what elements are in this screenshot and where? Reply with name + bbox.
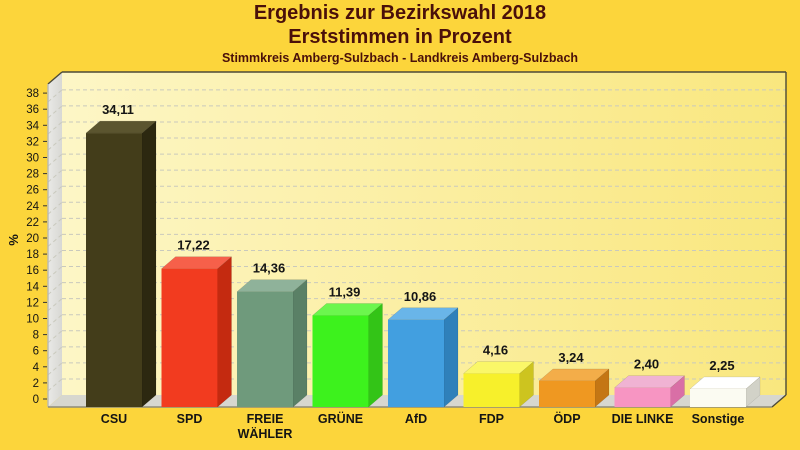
gridline-wall [47,153,63,167]
bar-front-face [539,380,595,407]
bar-dp: 3,24 ÖDP [538,350,610,426]
y-axis-tick-label: 10 [26,314,39,326]
y-axis-tick-label: 28 [26,169,39,181]
gridline-wall [47,330,63,344]
y-axis-tick-label: 30 [26,153,39,165]
x-axis-label-fdp: FDP [479,412,504,426]
bar-front-face [388,319,444,407]
y-axis-tick-label: 16 [26,265,39,277]
bar-side-face [292,279,308,408]
plot-left-wall [48,72,62,407]
y-axis-tick-label: 34 [26,120,39,132]
y-axis-tick-label: 14 [26,281,39,293]
bar-front-face [690,388,746,407]
x-axis-label-freie-w-hler: WÄHLER [238,426,293,441]
bar-value-label: 17,22 [177,238,210,253]
bar-value-label: 3,24 [558,350,584,365]
gridline-wall [47,89,63,103]
gridline-wall [47,378,63,392]
gridline-wall [47,201,63,215]
gridline-wall [47,298,63,312]
y-axis-tick-label: 26 [26,185,39,197]
bar-sonstige: 2,25 Sonstige [689,358,761,426]
bar-side-face [368,302,383,408]
gridline-wall [47,346,63,360]
bar-side-face [443,307,459,408]
chart-subtitle: Stimmkreis Amberg-Sulzbach - Landkreis A… [221,51,579,65]
bar-value-label: 34,11 [102,102,134,117]
bar-value-label: 10,86 [404,289,437,304]
gridline-wall [47,137,63,151]
y-axis-tick-label: 0 [33,394,39,406]
gridline-wall [47,282,63,295]
bar-spd: 17,22 SPD [160,238,233,426]
gridline-wall [47,185,63,199]
x-axis-label-csu: CSU [101,412,127,426]
bar-fdp: 4,16 FDP [462,343,535,426]
y-axis-tick-label: 38 [26,88,39,100]
bar-afd: 10,86 AfD [387,289,459,426]
y-axis-tick-label: 6 [33,346,39,358]
bar-side-face [217,256,232,408]
bar-value-label: 2,25 [709,358,734,373]
x-axis-label-sonstige: Sonstige [692,412,745,426]
x-axis-label-die-linke: DIE LINKE [612,412,674,426]
x-axis-label-gr-ne: GRÜNE [318,411,363,426]
bar-value-label: 11,39 [329,285,361,300]
gridline-wall [47,169,63,183]
bar-die-linke: 2,40 DIE LINKE [612,357,686,426]
bar-front-face [161,268,218,407]
gridline-wall [47,362,63,376]
x-axis-label-freie-w-hler: FREIE [247,412,284,426]
y-axis-tick-label: 2 [33,378,39,390]
y-axis-tick-label: 20 [26,233,39,245]
gridline-wall [47,314,63,328]
y-axis-tick-label: 36 [26,104,39,116]
gridline-wall [47,234,63,247]
x-axis-label-dp: ÖDP [553,411,580,426]
gridline-wall [47,105,63,119]
gridline-wall [47,121,63,135]
y-axis-tick-label: 8 [33,330,39,342]
y-axis-tick-label: 24 [26,201,39,213]
bar-value-label: 2,40 [634,357,659,372]
chart-title-line2: Erststimmen in Prozent [288,26,512,48]
bar-gr-ne: 11,39 GRÜNE [311,285,384,426]
y-axis-tick-label: 4 [33,362,40,374]
gridline-wall [47,266,63,279]
bar-value-label: 4,16 [483,343,508,358]
y-axis-title: % [6,234,21,246]
x-axis-label-afd: AfD [405,412,427,426]
y-axis-tick-label: 18 [26,249,39,261]
bar-front-face [237,291,293,407]
gridline-wall [47,217,63,231]
gridline-wall [47,250,63,263]
bar-front-face [86,133,142,408]
bar-side-face [141,120,157,408]
bar-front-face [614,387,671,407]
y-axis-tick-label: 22 [26,217,39,229]
bar-front-face [312,315,369,407]
bar-value-label: 14,36 [253,261,286,276]
bar-csu: 34,11 CSU [85,102,157,426]
x-axis-label-spd: SPD [177,412,203,426]
chart-header: Ergebnis zur Bezirkswahl 2018 Erststimme… [0,0,800,66]
y-axis-tick-label: 32 [26,136,39,148]
chart-title-line1: Ergebnis zur Bezirkswahl 2018 [253,2,547,24]
bar-front-face [463,373,520,407]
y-axis-tick-label: 12 [26,297,39,309]
